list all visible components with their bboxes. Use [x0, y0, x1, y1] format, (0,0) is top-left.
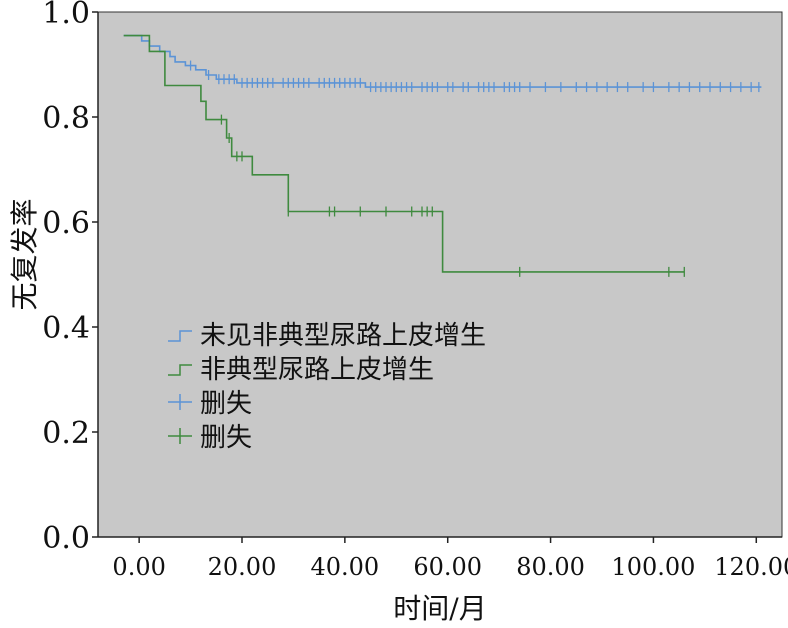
y-axis-title: 无复发率: [8, 198, 41, 310]
legend-label: 非典型尿路上皮增生: [200, 355, 434, 385]
x-tick-label: 20.00: [208, 553, 277, 581]
y-tick-label: 0.8: [42, 101, 90, 136]
y-tick-label: 1.0: [42, 0, 90, 31]
x-tick-label: 60.00: [413, 553, 482, 581]
legend-swatch: [168, 364, 192, 376]
y-tick-label: 0.2: [42, 416, 90, 451]
plot-background: [97, 11, 783, 538]
x-tick-label: 40.00: [310, 553, 379, 581]
legend-item: 删失: [168, 423, 252, 453]
legend-item: 非典型尿路上皮增生: [168, 355, 434, 385]
legend-label: 删失: [200, 389, 252, 419]
legend-item: 删失: [168, 389, 252, 419]
legend-label: 未见非典型尿路上皮增生: [200, 321, 486, 351]
series-1: [123, 34, 685, 277]
x-axis-title: 时间/月: [393, 592, 486, 625]
y-tick-label: 0.6: [42, 206, 90, 241]
x-tick-label: 80.00: [516, 553, 585, 581]
y-tick-label: 0.0: [42, 521, 90, 556]
legend-label: 删失: [200, 423, 252, 453]
series-layer: [123, 34, 762, 277]
x-tick-label: 120.00: [714, 553, 788, 581]
y-tick-label: 0.4: [42, 311, 90, 346]
axes-layer: 0.0 0.2 0.4 0.6 0.8 1.0 0.00 20.00 40.00 60.00 80.…: [42, 0, 788, 581]
legend-swatch: [168, 330, 192, 342]
legend-item: 未见非典型尿路上皮增生: [168, 321, 486, 351]
survival-curve: [123, 34, 685, 273]
x-tick-label: 100.00: [611, 553, 695, 581]
x-tick-label: 0.00: [112, 553, 165, 581]
